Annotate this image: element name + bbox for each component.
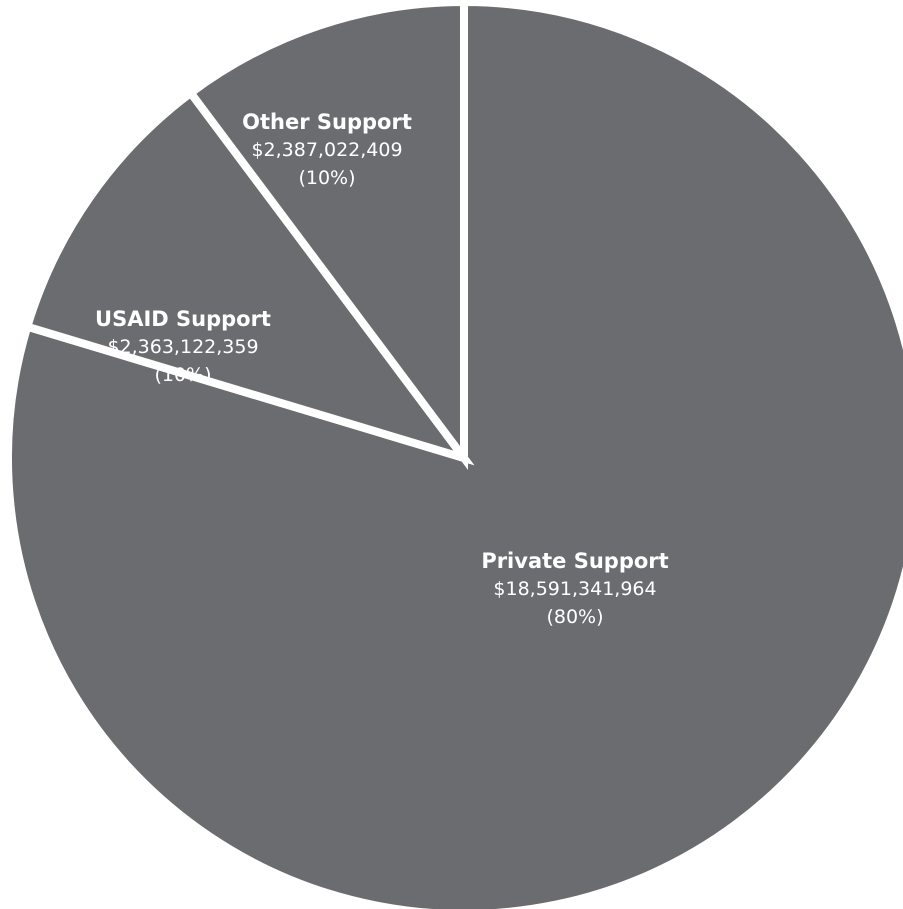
slice-label-percent-private-support: (80%) [546,606,603,628]
slice-label-value-usaid-support: $2,363,122,359 [107,336,258,358]
slice-label-name-usaid-support: USAID Support [95,307,271,331]
slice-label-name-private-support: Private Support [481,549,668,573]
pie-slices [4,0,903,909]
pie-slice-usaid-support [22,87,475,466]
slice-label-name-other-support: Other Support [242,110,412,134]
slice-label-value-private-support: $18,591,341,964 [493,578,656,600]
pie-labels: Private Support $18,591,341,964 (80%) USAID… [95,110,669,628]
slice-label-percent-other-support: (10%) [298,167,355,189]
pie-slice-other-support [185,0,468,471]
slice-label-percent-usaid-support: (10%) [154,364,211,386]
slice-label-value-other-support: $2,387,022,409 [251,139,402,161]
